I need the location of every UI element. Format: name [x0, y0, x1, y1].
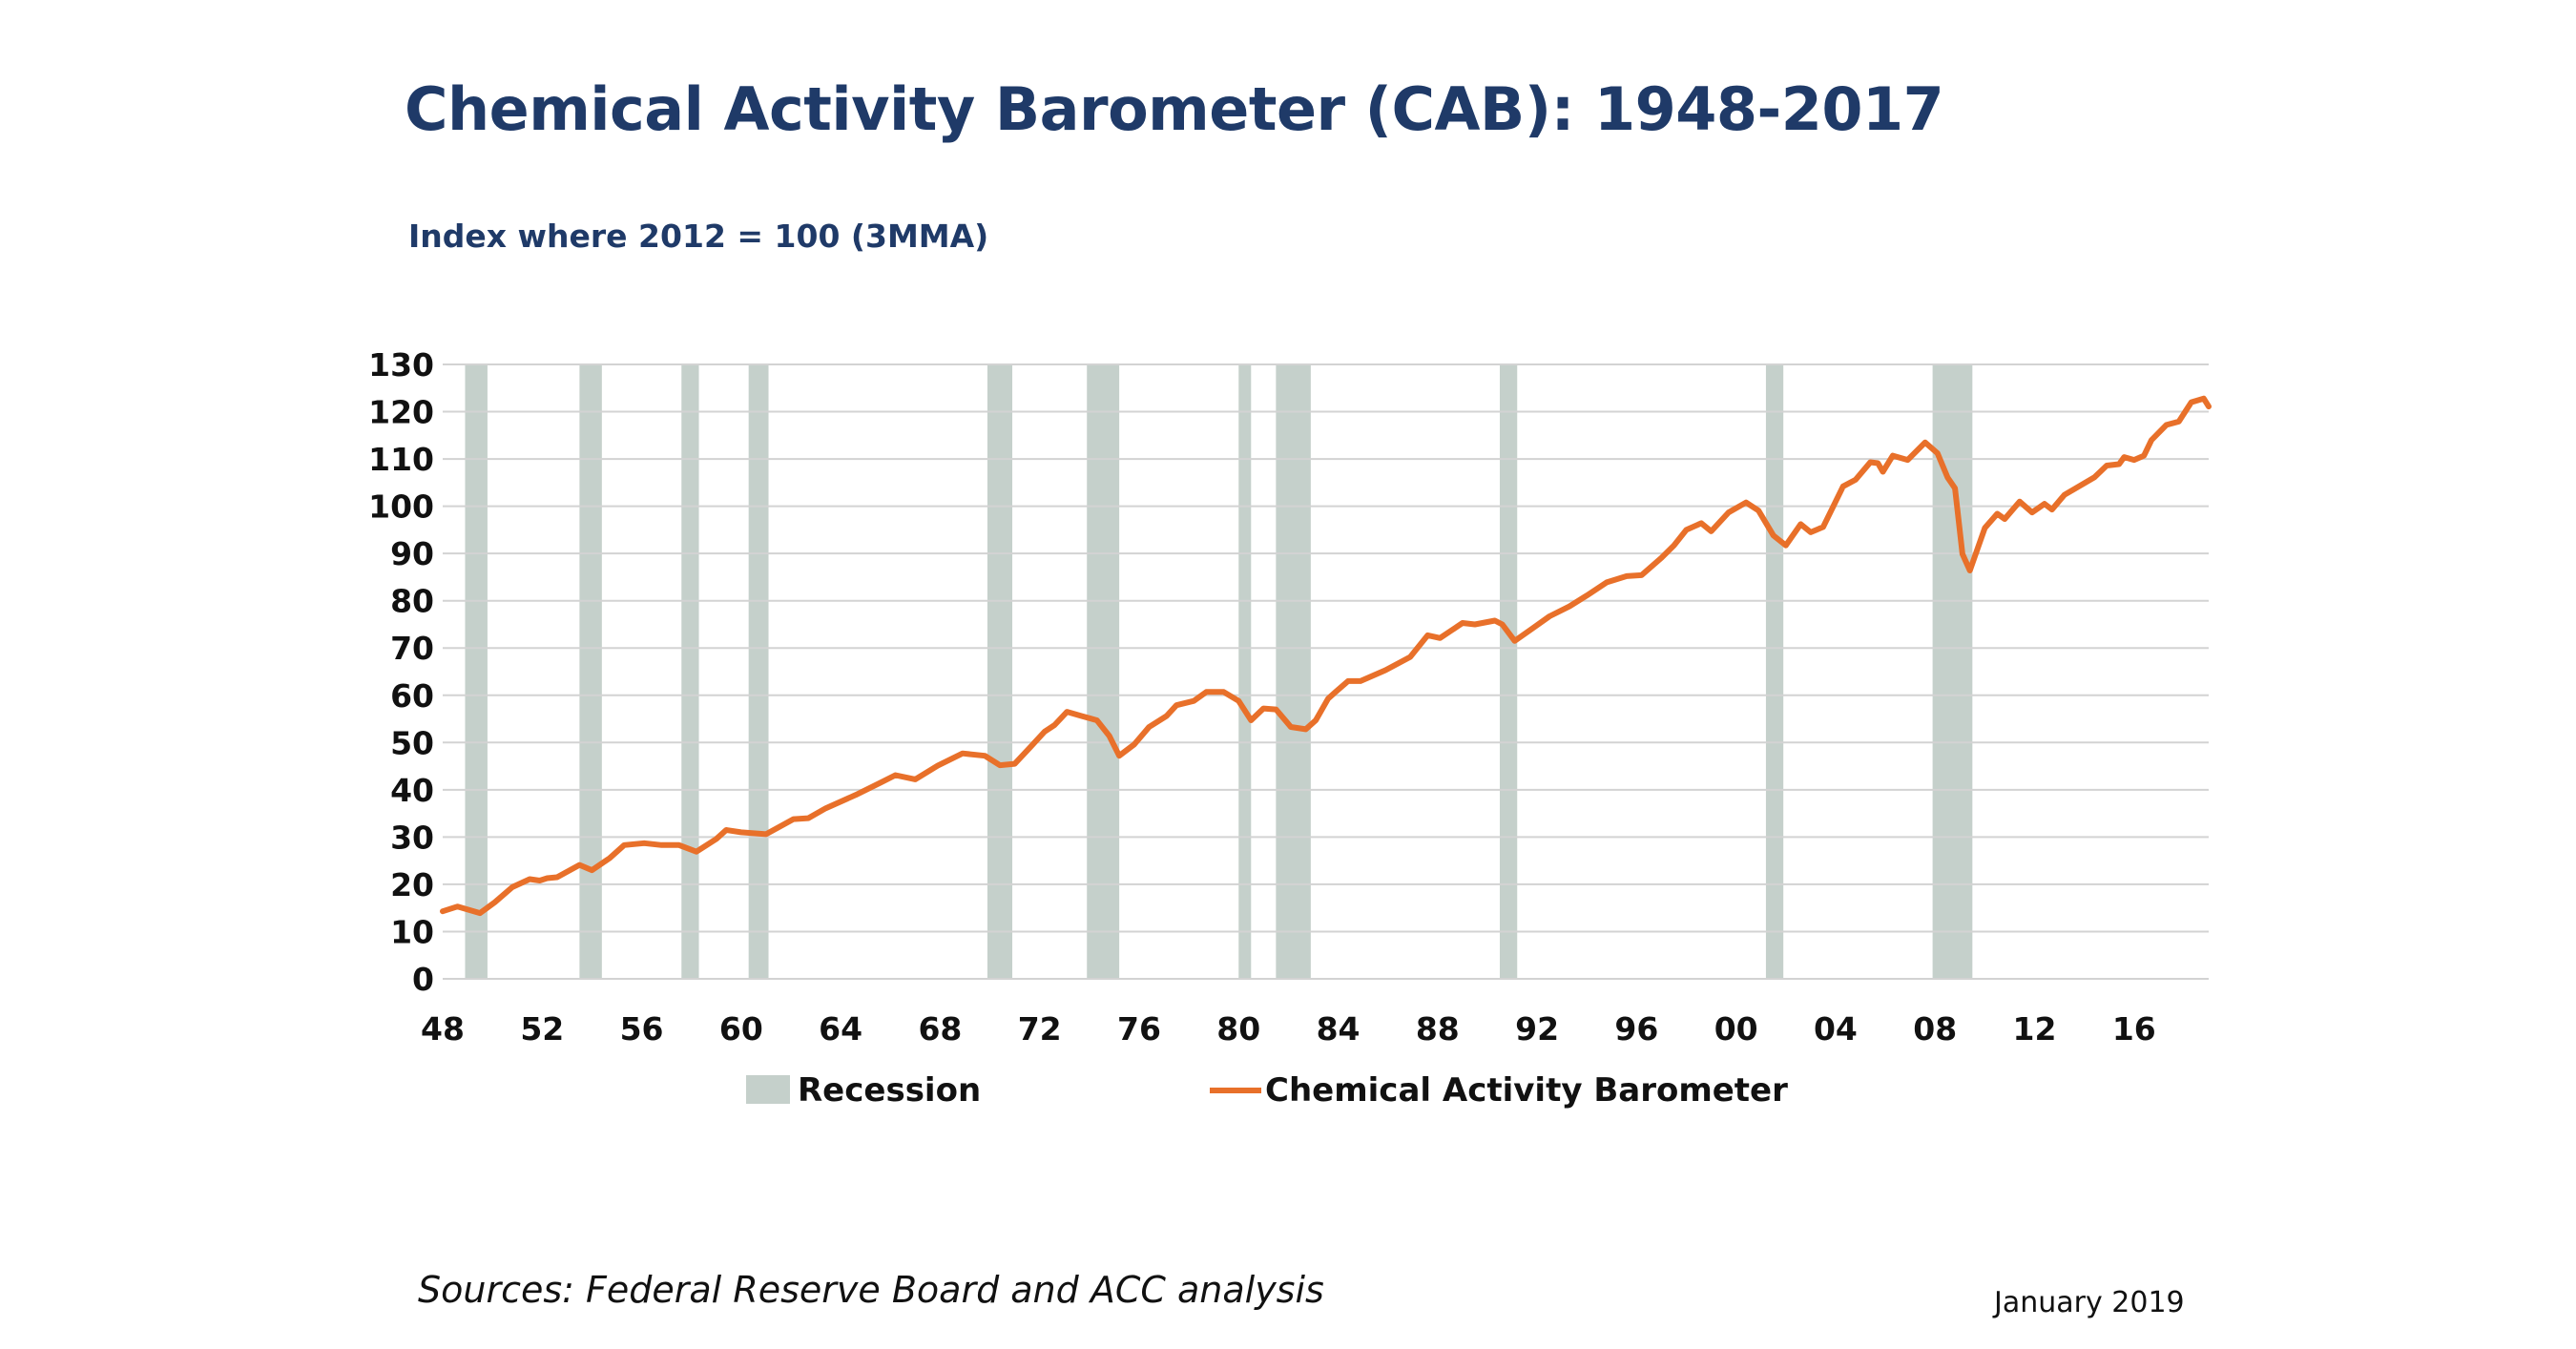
y-tick-label: 0 [412, 961, 434, 998]
y-axis-ticks: 0 10 20 30 40 50 60 70 80 90 100 110 120 130 [368, 346, 434, 998]
x-tick-label: 72 [1018, 1010, 1062, 1048]
x-tick-label: 16 [2112, 1010, 2156, 1048]
recession-band [579, 364, 602, 979]
y-tick-label: 50 [390, 724, 434, 761]
date-note: January 2019 [1994, 1286, 2185, 1319]
y-tick-label: 110 [368, 441, 434, 478]
recession-band [1087, 364, 1120, 979]
x-tick-label: 68 [918, 1010, 962, 1048]
recession-band [1499, 364, 1518, 979]
x-tick-label: 76 [1117, 1010, 1161, 1048]
legend-label-cab: Chemical Activity Barometer [1265, 1071, 1788, 1110]
y-tick-label: 80 [390, 583, 434, 620]
gridlines [443, 363, 2209, 980]
x-tick-label: 08 [1913, 1010, 1957, 1048]
x-tick-label: 96 [1614, 1010, 1658, 1048]
legend-swatch-recession [746, 1075, 790, 1104]
x-tick-label: 52 [520, 1010, 564, 1048]
source-note: Sources: Federal Reserve Board and ACC a… [418, 1269, 1324, 1311]
y-tick-label: 120 [368, 394, 434, 431]
x-axis-ticks: 48 52 56 60 64 68 72 76 80 84 88 92 96 00 04 08 12 16 [421, 1010, 2156, 1048]
y-tick-label: 90 [390, 535, 434, 572]
y-tick-label: 20 [390, 866, 434, 903]
recession-band [1765, 364, 1784, 979]
y-tick-label: 70 [390, 630, 434, 667]
x-tick-label: 48 [421, 1010, 465, 1048]
x-tick-label: 00 [1714, 1010, 1758, 1048]
y-tick-label: 100 [368, 488, 434, 526]
x-tick-label: 84 [1317, 1010, 1361, 1048]
x-tick-label: 56 [620, 1010, 664, 1048]
x-tick-label: 88 [1416, 1010, 1460, 1048]
x-tick-label: 12 [2013, 1010, 2057, 1048]
chart-title: Chemical Activity Barometer (CAB): 1948-… [405, 74, 1944, 144]
recession-band [465, 364, 488, 979]
y-tick-label: 10 [390, 913, 434, 950]
x-tick-label: 04 [1814, 1010, 1858, 1048]
legend-label-recession: Recession [798, 1071, 981, 1110]
recession-band [748, 364, 769, 979]
x-tick-label: 80 [1216, 1010, 1260, 1048]
y-tick-label: 40 [390, 772, 434, 809]
y-tick-label: 30 [390, 819, 434, 856]
chart-subtitle: Index where 2012 = 100 (3MMA) [408, 218, 989, 255]
y-tick-label: 130 [368, 346, 434, 384]
x-tick-label: 60 [719, 1010, 763, 1048]
recession-band [1932, 364, 1973, 979]
recession-band [681, 364, 699, 979]
recession-bands [465, 364, 1973, 979]
recession-band [987, 364, 1013, 979]
x-tick-label: 92 [1515, 1010, 1559, 1048]
recession-band [1276, 364, 1311, 979]
y-tick-label: 60 [390, 677, 434, 715]
recession-band [1238, 364, 1252, 979]
legend: Recession Chemical Activity Barometer [746, 1071, 1788, 1110]
series-line-cab [440, 395, 2212, 917]
x-tick-label: 64 [819, 1010, 862, 1048]
